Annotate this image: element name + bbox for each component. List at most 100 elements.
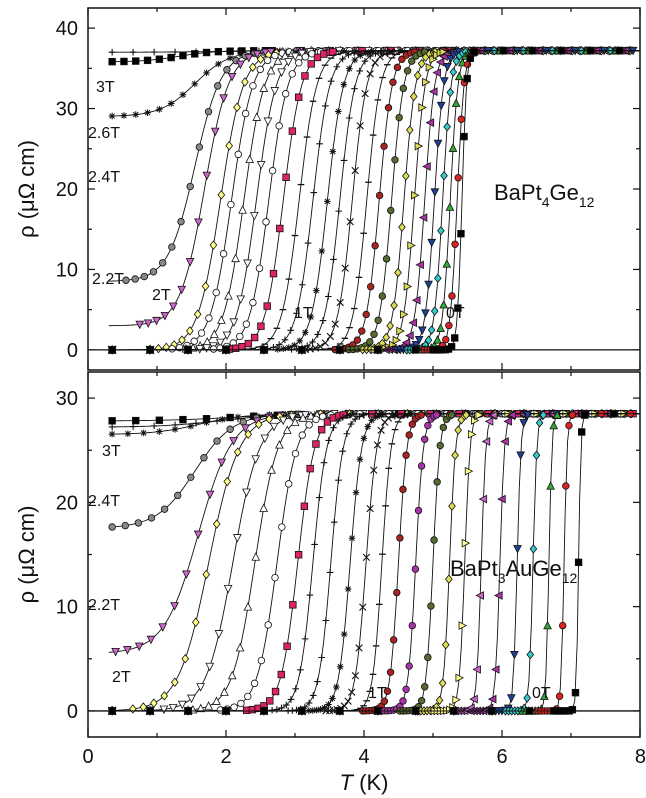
data-point-13-16: [364, 423, 372, 430]
data-point-6-13: [254, 419, 263, 430]
data-point-22-14: [425, 118, 435, 127]
panel-top: 0 10 20 30 40 ρ (μΩ cm) 3T 2.6T 2.4T 2.2T 2T 1T 0T Ba…: [14, 7, 641, 371]
data-point-1-4: [179, 415, 187, 424]
data-point-22-8: [487, 694, 497, 704]
data-point-23-14: [523, 411, 532, 420]
data-point-4-4: [147, 514, 156, 522]
data-point-27-20: [615, 46, 623, 55]
y-axis-title: ρ (μΩ cm): [14, 140, 39, 238]
series-markers-27: [108, 410, 618, 715]
data-point-19-9: [438, 678, 447, 688]
data-point-27-22: [146, 346, 154, 354]
data-point-3-1: [108, 112, 116, 120]
y-tick-label: 30: [56, 388, 78, 410]
data-point-6-4: [178, 335, 186, 345]
data-point-21-11: [478, 494, 488, 504]
data-point-27-23: [449, 707, 458, 715]
data-point-18-12: [430, 536, 438, 544]
data-point-6-2: [139, 702, 148, 712]
data-point-15-13: [351, 85, 358, 92]
field-label: 0T: [446, 305, 465, 322]
y-axis-title: ρ (μΩ cm): [14, 506, 39, 604]
data-point-18-18: [447, 411, 456, 419]
y-tick-label: 30: [56, 99, 78, 121]
data-point-22-9: [491, 665, 500, 674]
data-point-27-24: [222, 346, 230, 354]
data-point-23-15: [436, 101, 446, 111]
data-point-11-3: [273, 706, 281, 713]
data-point-2-4: [143, 56, 152, 65]
data-point-24-10: [529, 544, 538, 554]
data-point-12-13: [335, 476, 342, 484]
data-point-7-4: [187, 694, 196, 704]
compound-subscript: 12: [562, 570, 578, 586]
data-point-24-11: [532, 450, 541, 460]
data-point-3-8: [191, 80, 199, 88]
data-point-19-11: [387, 206, 395, 215]
data-point-5-4: [146, 635, 156, 645]
data-point-23-13: [430, 188, 440, 197]
data-point-8-16: [306, 411, 316, 420]
data-point-23-8: [506, 694, 516, 703]
data-point-7-6: [205, 662, 215, 672]
data-point-11-2: [268, 706, 276, 714]
data-point-25-11: [549, 420, 559, 430]
data-point-10-6: [242, 320, 251, 328]
data-point-17-10: [405, 662, 413, 670]
data-point-5-12: [227, 72, 237, 82]
data-point-17-13: [414, 506, 423, 515]
y-tick-label: 20: [56, 179, 78, 201]
data-point-22-15: [429, 87, 438, 96]
data-point-16-10: [346, 218, 354, 226]
data-point-11-12: [316, 494, 323, 501]
data-point-16-11: [389, 636, 398, 644]
data-point-13-10: [310, 189, 318, 196]
data-point-22-7: [401, 338, 411, 347]
data-point-9-8: [264, 621, 272, 629]
data-point-26-9: [559, 621, 567, 630]
data-point-11-10: [306, 591, 314, 599]
axis-ticks: [87, 372, 641, 737]
data-point-13-18: [372, 413, 379, 421]
data-point-11-14: [307, 60, 315, 68]
data-point-5-3: [134, 642, 144, 652]
data-point-11-9: [276, 224, 284, 233]
data-point-27-14: [108, 707, 116, 715]
data-point-6-9: [217, 190, 226, 200]
data-point-17-14: [417, 462, 426, 470]
data-point-11-8: [297, 666, 304, 674]
data-point-4-8: [186, 182, 194, 191]
data-point-6-5: [170, 677, 179, 687]
data-point-7-7: [212, 288, 220, 297]
data-point-3-4: [156, 428, 163, 435]
data-point-7-1: [159, 705, 169, 715]
data-point-22-11: [415, 260, 424, 270]
data-point-11-12: [294, 93, 303, 101]
data-point-4-4: [149, 268, 158, 276]
data-point-27-16: [499, 46, 508, 55]
y-tick-label: 40: [56, 18, 78, 40]
data-point-13-6: [325, 701, 332, 708]
field-label: 0T: [532, 685, 551, 702]
data-point-13-7: [329, 695, 336, 702]
data-point-4-11: [214, 82, 222, 90]
curves-group: [107, 45, 640, 355]
data-point-2-2: [129, 423, 137, 430]
data-point-27-27: [336, 346, 344, 354]
data-point-15-8: [324, 293, 332, 300]
data-point-19-15: [403, 67, 412, 75]
data-point-27-13: [610, 410, 618, 418]
data-point-11-10: [282, 173, 290, 182]
data-point-3-2: [120, 112, 128, 119]
data-point-12-9: [318, 654, 325, 661]
data-point-16-5: [321, 339, 329, 347]
data-point-13-4: [275, 341, 283, 349]
data-point-23-17: [443, 62, 452, 72]
data-point-27-26: [298, 346, 306, 354]
data-point-2-5: [155, 55, 164, 63]
data-point-9-10: [256, 161, 266, 170]
data-point-13-17: [350, 49, 358, 57]
data-point-11-2: [232, 344, 240, 352]
data-point-21-11: [407, 241, 416, 250]
data-point-8-2: [196, 703, 206, 713]
